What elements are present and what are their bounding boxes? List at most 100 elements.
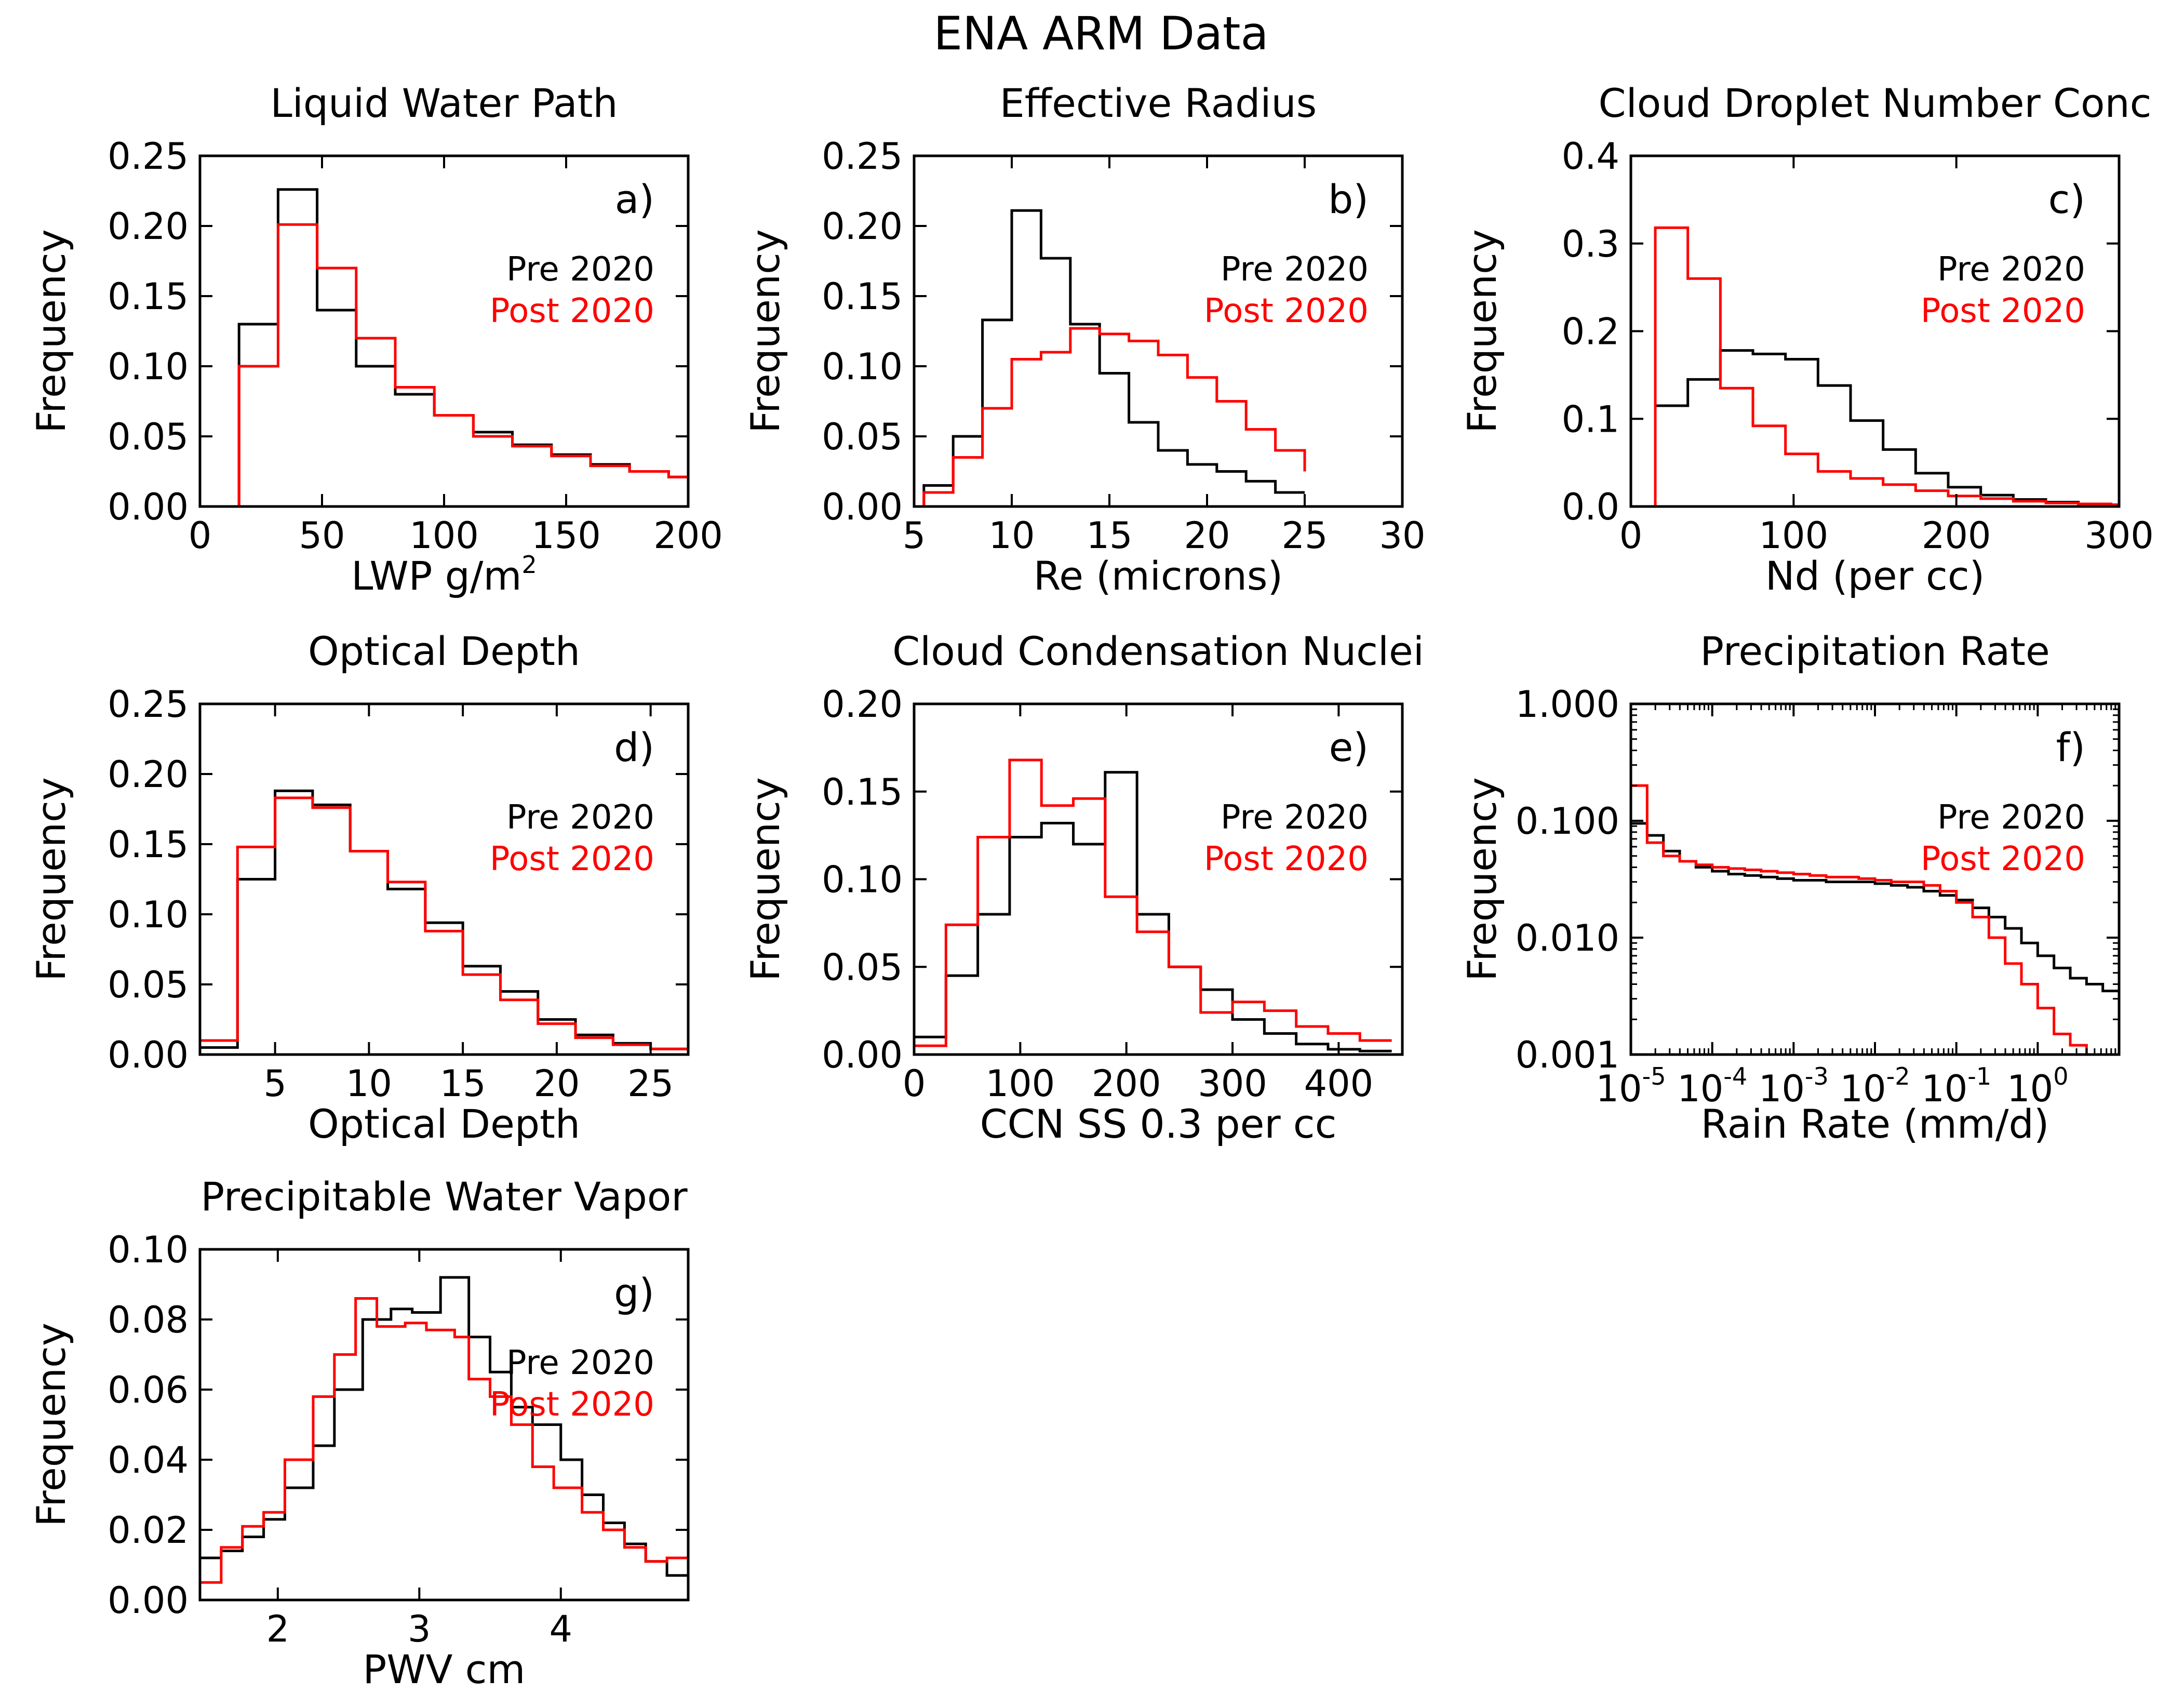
series-group (200, 789, 688, 1055)
histogram-line-pre (1654, 349, 2119, 506)
legend-post-2020: Post 2020 (1921, 292, 2085, 330)
histogram-line-pre (1631, 822, 2119, 1055)
x-tick-base: 10 (1677, 1068, 1723, 1110)
y-tick-label: 0.00 (108, 1034, 189, 1076)
x-tick-label: 300 (1198, 1062, 1267, 1105)
plot-frame (198, 702, 690, 1056)
x-tick-base: 10 (1840, 1068, 1886, 1110)
panel-title: Effective Radius (1000, 80, 1317, 126)
y-tick-label: 0.05 (108, 416, 189, 458)
panels: Liquid Water Path0.000.050.100.150.200.2… (28, 80, 2154, 1692)
series-group (922, 209, 1306, 506)
x-tick-label: 200 (1092, 1062, 1161, 1105)
x-tick-label: 10 (346, 1062, 392, 1105)
panel-letter: e) (1329, 724, 1369, 770)
x-axis-label: LWP g/m2 (351, 551, 537, 599)
series-group (237, 188, 688, 506)
y-axis-label: Frequency (28, 1323, 74, 1527)
panel-title: Precipitation Rate (1700, 628, 2049, 674)
y-tick-label: 0.10 (822, 859, 903, 901)
y-tick-label: 1.000 (1516, 683, 1619, 726)
histogram-line-pre (922, 209, 1305, 506)
y-tick-label: 0.20 (822, 205, 903, 248)
y-tick-label: 0.25 (108, 683, 189, 726)
y-tick-label: 0.02 (108, 1509, 189, 1552)
y-tick-label: 0.100 (1516, 800, 1619, 843)
x-axis-label: Optical Depth (308, 1101, 580, 1147)
y-tick-label: 0.20 (108, 205, 189, 248)
legend-post-2020: Post 2020 (1204, 840, 1369, 878)
panel-title: Cloud Condensation Nuclei (892, 628, 1424, 674)
y-axis-label: Frequency (742, 777, 788, 981)
y-tick-label: 0.05 (822, 946, 903, 989)
y-tick-label: 0.15 (108, 823, 189, 866)
x-tick-base: 10 (1921, 1068, 1967, 1110)
y-tick-label: 0.2 (1562, 311, 1619, 353)
histogram-line-post (922, 327, 1306, 506)
x-tick-label: 10-5 (1596, 1062, 1666, 1110)
legend-pre-2020: Pre 2020 (1221, 798, 1369, 837)
y-axis-label: Frequency (742, 229, 788, 433)
x-tick-exponent: -2 (1886, 1062, 1910, 1090)
y-tick-label: 0.3 (1562, 223, 1619, 265)
legend-post-2020: Post 2020 (490, 840, 654, 878)
series-group (1631, 784, 2119, 1055)
x-tick-label: 0 (1619, 514, 1643, 557)
panel-letter: f) (2056, 724, 2085, 770)
panel-c: Cloud Droplet Number Conc 0.0 0.1 0.2 0.3 0.4… (1459, 80, 2154, 599)
x-axis-label-text: Nd (per cc) (1765, 553, 1985, 599)
y-axis-label: Frequency (1459, 777, 1505, 981)
histogram-line-post (200, 796, 688, 1055)
x-tick-exponent: 0 (2053, 1062, 2068, 1090)
x-tick-label: 100 (986, 1062, 1055, 1105)
series-group (200, 1276, 688, 1600)
series-group (1654, 226, 2119, 506)
y-tick-label: 0.010 (1516, 917, 1619, 959)
x-tick-label: 2 (266, 1608, 290, 1650)
legend-pre-2020: Pre 2020 (506, 1344, 654, 1382)
panel-title: Cloud Droplet Number Conc (1599, 80, 2152, 126)
y-tick-label: 0.15 (108, 275, 189, 318)
x-axis-label: CCN SS 0.3 per cc (980, 1101, 1337, 1147)
legend-pre-2020: Pre 2020 (506, 250, 654, 289)
y-tick-label: 0.1 (1562, 398, 1619, 441)
histogram-line-pre (200, 1276, 688, 1600)
y-tick-label: 0.06 (108, 1369, 189, 1411)
x-tick-exponent: -1 (1967, 1062, 1991, 1090)
x-axis-label-sup: 2 (522, 551, 537, 579)
x-tick-label: 15 (1086, 514, 1132, 557)
x-axis-label-text: PWV cm (363, 1646, 526, 1692)
y-tick-label: 0.00 (822, 1034, 903, 1076)
panel-title: Precipitable Water Vapor (200, 1173, 688, 1220)
x-tick-label: 10-3 (1759, 1062, 1829, 1110)
x-tick-label: 50 (299, 514, 345, 557)
x-tick-base: 10 (1759, 1068, 1805, 1110)
y-axis-label: Frequency (1459, 229, 1505, 433)
legend-post-2020: Post 2020 (490, 1385, 654, 1424)
x-tick-label: 300 (2084, 514, 2154, 557)
x-tick-label: 10-2 (1840, 1062, 1910, 1110)
x-tick-base: 10 (2007, 1068, 2053, 1110)
y-tick-label: 0.10 (108, 1229, 189, 1271)
y-tick-label: 0.4 (1562, 135, 1619, 178)
histogram-line-post (1631, 784, 2088, 1055)
x-tick-label: 25 (627, 1062, 674, 1105)
y-axis-label: Frequency (28, 777, 74, 981)
x-tick-label: 4 (550, 1608, 573, 1650)
y-tick-label: 0.25 (822, 135, 903, 178)
x-tick-label: 200 (653, 514, 723, 557)
y-tick-label: 0.25 (108, 135, 189, 178)
panel-title: Liquid Water Path (270, 80, 618, 126)
plot-frame (198, 1248, 690, 1602)
panel-b: Effective Radius 0.00 0.05 0.10 0.15 0.20 0.25… (742, 80, 1426, 599)
panel-letter: b) (1328, 176, 1369, 222)
panel-f: Precipitation Rate 0.001 0.010 0.100 1.000 10… (1459, 628, 2121, 1147)
x-tick-label: 30 (1379, 514, 1425, 557)
y-tick-label: 0.08 (108, 1299, 189, 1341)
y-tick-label: 0.10 (108, 345, 189, 388)
legend-post-2020: Post 2020 (1921, 840, 2085, 878)
y-tick-label: 0.20 (108, 753, 189, 796)
histogram-line-post (200, 1297, 688, 1600)
x-axis-label-text: CCN SS 0.3 per cc (980, 1101, 1337, 1147)
